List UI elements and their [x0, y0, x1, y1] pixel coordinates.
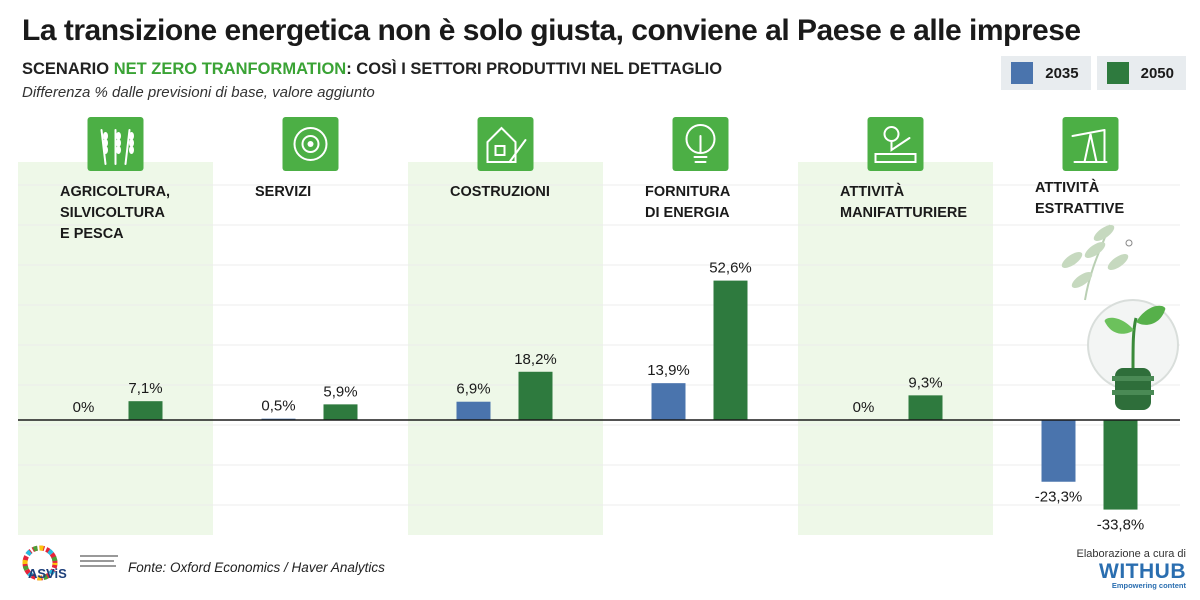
withhub-logo: WITHUB [1099, 560, 1186, 583]
gear-service-icon [282, 117, 339, 171]
sector-label-line: ESTRATTIVE [1035, 201, 1125, 217]
sector-label-line: SERVIZI [255, 184, 312, 200]
sector-label: ATTIVITÀ ESTRATTIVE [1035, 178, 1124, 220]
chart-subtitle: SCENARIO NET ZERO TRANFORMATION: COSÌ I … [22, 60, 722, 79]
bar-2050 [128, 401, 163, 420]
data-label-2035: 0,5% [261, 398, 295, 415]
subtitle-suffix: : COSÌ I SETTORI PRODUTTIVI NEL DETTAGLI… [346, 60, 723, 78]
data-label-2050: -33,8% [1097, 517, 1145, 534]
legend: 2035 2050 [1001, 56, 1186, 90]
data-label-2050: 52,6% [709, 260, 752, 277]
data-label-2035: 13,9% [647, 362, 690, 379]
sector-label-line: FORNITURA [645, 184, 731, 200]
asvis-logo: ASViS [22, 545, 118, 581]
sector-label: COSTRUZIONI [450, 182, 550, 203]
credit-block: Elaborazione a cura di WITHUB Empowering… [1077, 548, 1186, 590]
chart-note: Differenza % dalle previsioni di base, v… [22, 84, 375, 101]
data-label-2050: 18,2% [514, 351, 557, 368]
bar-2035 [456, 401, 491, 420]
house-construction-icon [477, 117, 534, 171]
data-label-2035: 6,9% [456, 381, 490, 398]
sector-label-line: AGRICOLTURA, [60, 184, 171, 200]
lightbulb-icon [672, 117, 729, 171]
sector-label-line: MANIFATTURIERE [840, 205, 968, 221]
data-label-2035: 0% [853, 399, 875, 416]
bar-2035 [1041, 420, 1076, 482]
legend-label-2050: 2050 [1140, 64, 1174, 82]
legend-swatch-2035 [1011, 62, 1034, 84]
column-band [18, 162, 213, 535]
sector-label-line: E PESCA [60, 226, 124, 242]
sector-label-line: COSTRUZIONI [450, 184, 550, 200]
sector-label-line: ATTIVITÀ [840, 184, 905, 200]
credit-line: Elaborazione a cura di [1076, 548, 1186, 560]
sector-label: ATTIVITÀ MANIFATTURIERE [840, 182, 967, 224]
factory-robot-icon [867, 117, 924, 171]
source-note: Fonte: Oxford Economics / Haver Analytic… [128, 560, 385, 575]
data-label-2050: 9,3% [908, 374, 942, 391]
lightbulb-plant-icon [1061, 224, 1179, 410]
bar-2050 [518, 371, 553, 420]
wheat-icon [87, 117, 144, 171]
sector-label-line: SILVICOLTURA [60, 205, 165, 221]
sector-label: FORNITURA DI ENERGIA [645, 182, 730, 224]
legend-item-2035: 2035 [1001, 56, 1091, 90]
bar-2050 [323, 404, 358, 420]
sector-label: SERVIZI [255, 182, 311, 203]
chart-title: La transizione energetica non è solo giu… [22, 14, 1081, 47]
column-band [798, 162, 993, 535]
data-label-2035: 0% [73, 399, 95, 416]
data-label-2035: -23,3% [1035, 489, 1083, 506]
oil-pump-icon [1062, 117, 1119, 171]
subtitle-highlight: NET ZERO TRANFORMATION [113, 60, 347, 78]
asvis-wheel-icon [22, 545, 58, 581]
legend-item-2050: 2050 [1096, 56, 1186, 90]
sector-label-line: ATTIVITÀ [1035, 180, 1100, 196]
bar-2050 [713, 280, 748, 420]
bar-2050 [908, 395, 943, 420]
subtitle-prefix: SCENARIO [22, 60, 114, 78]
asvis-logo-text: ASViS [28, 566, 67, 581]
legend-label-2035: 2035 [1045, 64, 1079, 82]
sector-label: AGRICOLTURA, SILVICOLTURA E PESCA [60, 182, 170, 245]
withhub-tagline: Empowering content [1111, 581, 1186, 590]
sector-label-line: DI ENERGIA [645, 205, 730, 221]
bar-2035 [651, 383, 686, 420]
bar-2050 [1103, 420, 1138, 510]
legend-swatch-2050 [1106, 62, 1129, 84]
data-label-2050: 5,9% [323, 383, 357, 400]
data-label-2050: 7,1% [128, 380, 162, 397]
column-band [408, 162, 603, 535]
